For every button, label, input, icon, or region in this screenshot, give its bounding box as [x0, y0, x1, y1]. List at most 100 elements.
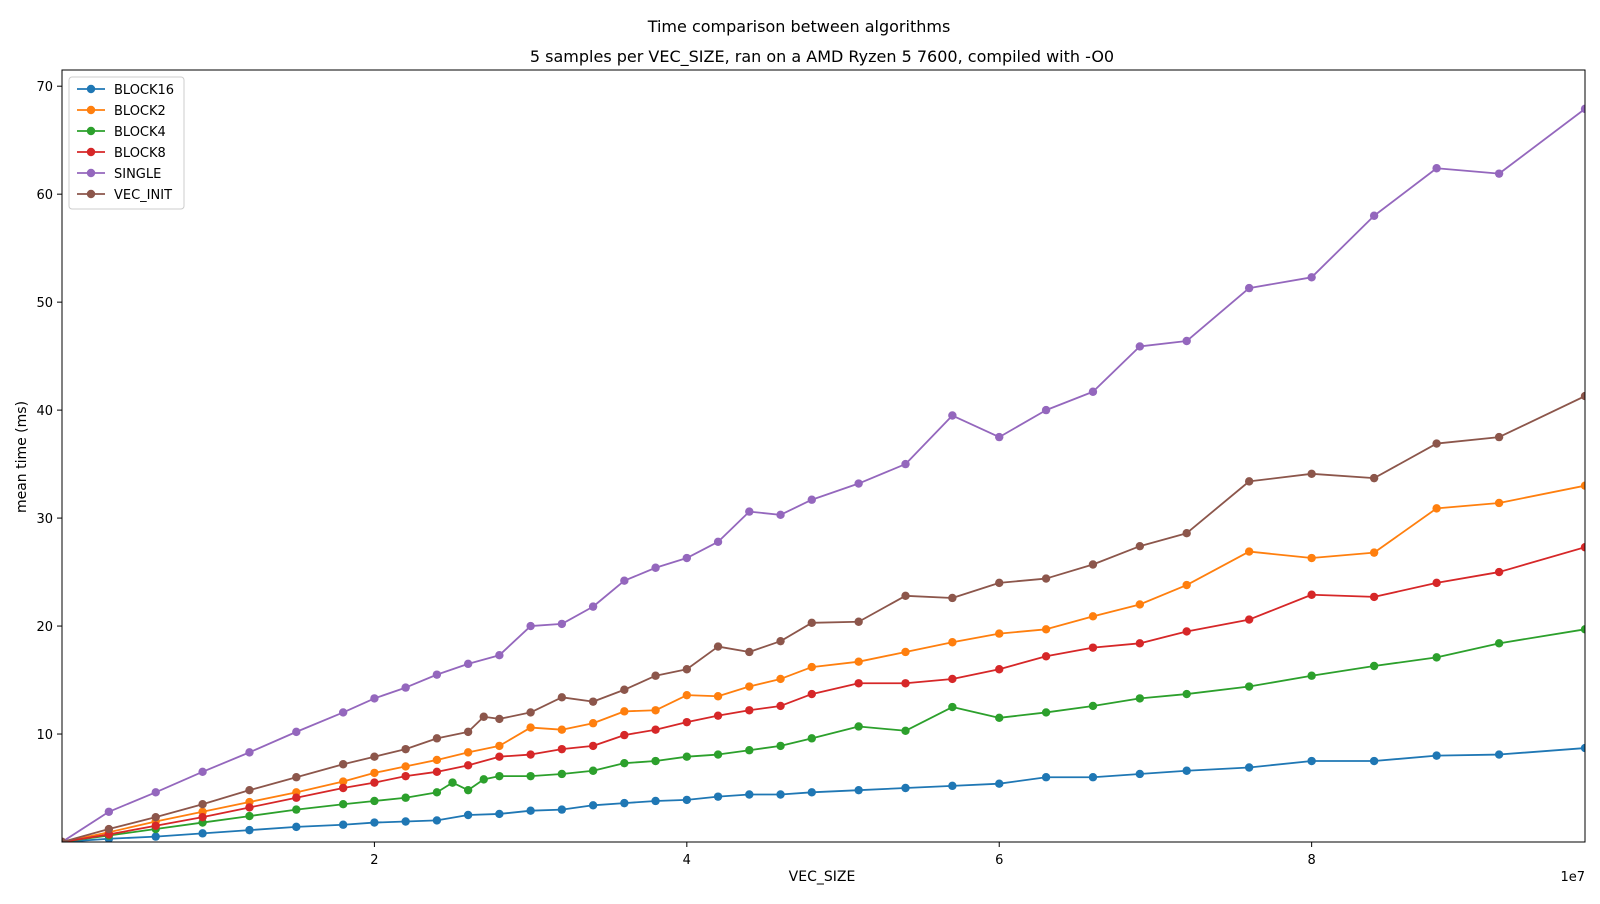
data-point-block2 [588, 719, 598, 728]
data-point-single [1580, 104, 1585, 114]
data-point-block8 [245, 803, 254, 812]
data-point-block16 [1369, 756, 1379, 766]
series-line-block16 [62, 747, 1585, 842]
data-point-block16 [1135, 769, 1145, 779]
data-point-block16 [557, 805, 567, 814]
legend-swatch-marker [86, 105, 96, 115]
data-point-block16 [854, 785, 863, 795]
data-point-block2 [401, 762, 410, 771]
data-point-block16 [245, 825, 254, 835]
data-point-block8 [713, 711, 723, 720]
data-point-block4 [401, 793, 410, 802]
data-point-vec_init [588, 697, 598, 706]
series-line-block8 [62, 546, 1585, 842]
series-line-block2 [62, 484, 1585, 842]
data-point-block8 [432, 767, 442, 777]
data-point-vec_init [713, 642, 723, 651]
data-point-block2 [901, 647, 910, 657]
data-point-vec_init [682, 665, 692, 674]
legend-label: BLOCK4 [114, 125, 166, 140]
data-point-vec_init [745, 647, 754, 657]
data-point-block8 [1182, 627, 1191, 636]
data-point-block2 [995, 629, 1004, 638]
data-point-block8 [682, 717, 692, 727]
y-tick-label: 40 [36, 404, 53, 419]
data-point-single [151, 788, 160, 797]
data-point-block16 [682, 795, 692, 805]
data-point-single [557, 619, 567, 629]
data-point-vec_init [901, 591, 910, 601]
data-point-vec_init [948, 593, 957, 603]
x-tick-label: 8 [1308, 853, 1316, 868]
data-point-block2 [1041, 625, 1051, 634]
y-tick-label: 50 [36, 296, 53, 311]
data-point-block4 [682, 752, 692, 761]
data-point-block2 [526, 723, 535, 732]
y-axis-label: mean time (ms) [14, 401, 30, 513]
chart-title: Time comparison between algorithms [647, 17, 951, 36]
data-point-block8 [995, 665, 1004, 674]
data-point-vec_init [1369, 473, 1379, 483]
data-point-block8 [198, 812, 207, 822]
data-point-vec_init [854, 617, 863, 626]
legend-swatch-marker [86, 147, 96, 157]
data-point-block16 [526, 806, 535, 815]
data-point-single [463, 659, 473, 669]
plot-area: 2 4 6 8 10 20 30 40 50 60 70 [36, 69, 1586, 868]
data-point-block16 [370, 818, 379, 827]
data-point-block16 [745, 790, 754, 799]
data-point-block4 [854, 722, 863, 731]
y-tick-label: 10 [36, 728, 53, 743]
data-point-vec_init [1580, 391, 1585, 401]
data-point-block4 [245, 811, 254, 821]
data-point-vec_init [807, 618, 816, 628]
data-point-block16 [198, 829, 207, 838]
data-point-single [198, 767, 207, 777]
data-point-single [776, 510, 785, 520]
data-point-block8 [776, 701, 785, 711]
data-point-block8 [1580, 543, 1585, 552]
data-point-block8 [1307, 590, 1316, 599]
data-point-single [1494, 169, 1504, 178]
data-point-block8 [1135, 639, 1145, 648]
data-point-block4 [495, 771, 504, 781]
data-point-single [620, 576, 629, 585]
data-point-vec_init [495, 714, 504, 724]
data-point-single [651, 563, 660, 572]
data-point-block8 [151, 821, 160, 830]
data-point-block16 [713, 792, 723, 801]
legend: BLOCK16 BLOCK2 BLOCK4 BLOCK8 SINGLE VEC_INIT [68, 76, 185, 210]
data-point-vec_init [526, 708, 535, 717]
data-point-single [995, 432, 1004, 442]
data-point-block2 [1369, 548, 1379, 557]
data-point-block4 [1580, 625, 1585, 634]
data-point-block8 [854, 679, 863, 688]
data-point-block4 [1307, 671, 1316, 680]
data-point-block2 [807, 662, 816, 672]
data-point-block16 [432, 816, 442, 825]
data-point-block4 [651, 756, 660, 766]
data-point-vec_init [432, 734, 442, 743]
data-point-block8 [588, 741, 598, 751]
series-line-block4 [62, 628, 1585, 842]
series-line-vec_init [62, 395, 1585, 842]
data-point-block2 [948, 638, 957, 647]
data-point-block2 [1494, 498, 1504, 508]
data-point-single [1135, 342, 1145, 351]
data-point-vec_init [370, 752, 379, 761]
data-point-block2 [1244, 547, 1254, 556]
data-point-block4 [1088, 701, 1098, 711]
data-point-vec_init [995, 578, 1004, 588]
data-point-vec_init [62, 837, 67, 842]
data-point-block2 [1307, 553, 1316, 563]
data-point-block4 [1369, 661, 1379, 671]
data-point-vec_init [245, 785, 254, 795]
data-point-block2 [682, 690, 692, 700]
data-point-single [948, 411, 957, 420]
data-point-single [526, 621, 535, 631]
legend-label: BLOCK16 [114, 83, 174, 98]
data-point-single [901, 459, 910, 469]
data-point-block4 [292, 805, 301, 814]
data-point-block8 [948, 674, 957, 684]
data-point-single [104, 807, 114, 816]
